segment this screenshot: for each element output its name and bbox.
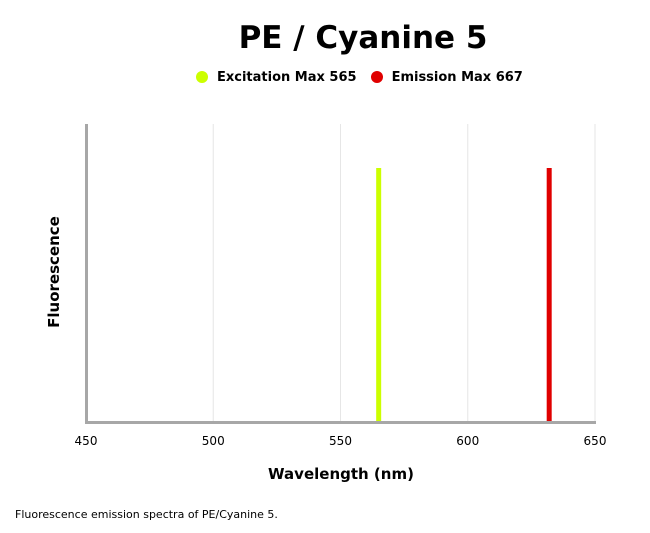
grid-lines xyxy=(212,124,596,422)
legend-label-emission: Emission Max 667 xyxy=(391,69,523,85)
x-tick-label-600: 600 xyxy=(456,434,479,448)
x-tick-label-550: 550 xyxy=(329,434,352,448)
figure-caption: Fluorescence emission spectra of PE/Cyan… xyxy=(15,508,278,521)
legend: Excitation Max 565 Emission Max 667 xyxy=(196,67,537,87)
x-tick-label-650: 650 xyxy=(584,434,607,448)
legend-swatch-excitation xyxy=(196,71,208,83)
legend-swatch-emission xyxy=(370,71,383,83)
x-axis-title: Wavelength (nm) xyxy=(268,465,414,483)
spectrum-bar-excitation[interactable] xyxy=(376,168,382,422)
spectrum-bar-emission[interactable] xyxy=(546,168,552,422)
chart-title: PE / Cyanine 5 xyxy=(238,20,488,56)
legend-label-excitation: Excitation Max 565 xyxy=(217,69,357,85)
x-tick-label-450: 450 xyxy=(75,434,98,448)
x-tick-label-500: 500 xyxy=(202,434,225,448)
data-marks xyxy=(376,168,552,422)
y-axis-title: Fluorescence xyxy=(45,216,63,328)
legend-item-excitation[interactable]: Excitation Max 565 xyxy=(196,70,357,85)
x-tick-labels: 450 500 550 600 650 xyxy=(75,434,607,448)
legend-item-emission[interactable]: Emission Max 667 xyxy=(370,69,523,85)
